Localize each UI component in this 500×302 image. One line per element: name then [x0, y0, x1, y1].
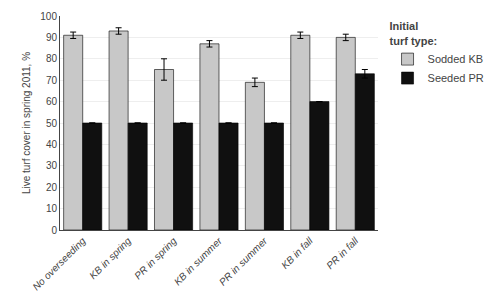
svg-text:Initialturf type:: Initialturf type: [390, 20, 438, 46]
svg-text:KB in spring: KB in spring [87, 235, 133, 281]
svg-text:80: 80 [46, 53, 58, 64]
svg-text:No overseeding: No overseeding [30, 235, 88, 293]
svg-text:60: 60 [46, 96, 58, 107]
svg-text:KB in fall: KB in fall [279, 235, 315, 271]
svg-text:30: 30 [46, 160, 58, 171]
svg-text:10: 10 [46, 203, 58, 214]
svg-text:Seeded PR: Seeded PR [428, 72, 484, 84]
svg-text:90: 90 [46, 32, 58, 43]
svg-text:40: 40 [46, 139, 58, 150]
svg-text:KB in summer: KB in summer [172, 235, 225, 288]
svg-text:Sodded KB: Sodded KB [428, 53, 484, 65]
svg-text:0: 0 [51, 225, 57, 236]
svg-text:70: 70 [46, 75, 58, 86]
svg-text:PR in spring: PR in spring [132, 235, 179, 282]
svg-text:100: 100 [40, 11, 57, 22]
svg-text:50: 50 [46, 118, 58, 129]
svg-text:PR in summer: PR in summer [217, 235, 270, 288]
svg-text:PR in fall: PR in fall [324, 235, 361, 272]
svg-text:20: 20 [46, 182, 58, 193]
svg-text:Live turf cover in spring 2011: Live turf cover in spring 2011, % [21, 52, 32, 194]
